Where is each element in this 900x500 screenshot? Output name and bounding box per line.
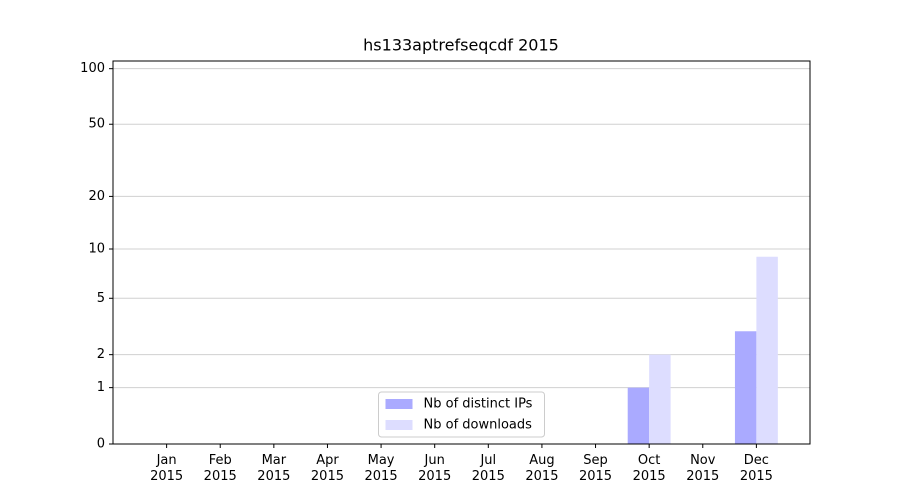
- y-tick-label: 10: [88, 241, 105, 256]
- legend-swatch: [385, 420, 413, 430]
- bar: [649, 354, 671, 444]
- y-tick-label: 100: [80, 61, 105, 76]
- y-tick-label: 1: [97, 380, 105, 395]
- bar: [627, 387, 650, 444]
- x-tick-label: Dec 2015: [739, 453, 773, 484]
- x-tick-label: May 2015: [364, 453, 398, 484]
- x-tick-label: Aug 2015: [525, 453, 559, 484]
- bar: [756, 256, 778, 444]
- chart-title: hs133aptrefseqcdf 2015: [363, 36, 559, 55]
- x-tick-label: Oct 2015: [632, 453, 666, 484]
- x-tick-label: Mar 2015: [257, 453, 291, 484]
- x-tick-label: Jul 2015: [471, 453, 505, 484]
- x-tick-label: Sep 2015: [578, 453, 613, 484]
- y-tick-label: 20: [88, 189, 105, 204]
- x-tick-label: Apr 2015: [310, 453, 344, 484]
- legend-box: [378, 391, 545, 438]
- legend-label: Nb of downloads: [424, 418, 533, 433]
- x-tick-label: Feb 2015: [203, 453, 237, 484]
- x-tick-label: Jun 2015: [418, 453, 452, 484]
- x-tick-label: Nov 2015: [686, 453, 720, 484]
- bar: [734, 331, 757, 444]
- plot-frame: [112, 60, 811, 445]
- x-tick-label: Jan 2015: [150, 453, 184, 484]
- legend-swatch: [385, 399, 413, 409]
- y-tick-label: 0: [97, 437, 105, 452]
- y-tick-label: 50: [88, 117, 105, 132]
- y-tick-label: 2: [97, 347, 105, 362]
- y-tick-label: 5: [97, 291, 105, 306]
- legend-label: Nb of distinct IPs: [424, 397, 533, 412]
